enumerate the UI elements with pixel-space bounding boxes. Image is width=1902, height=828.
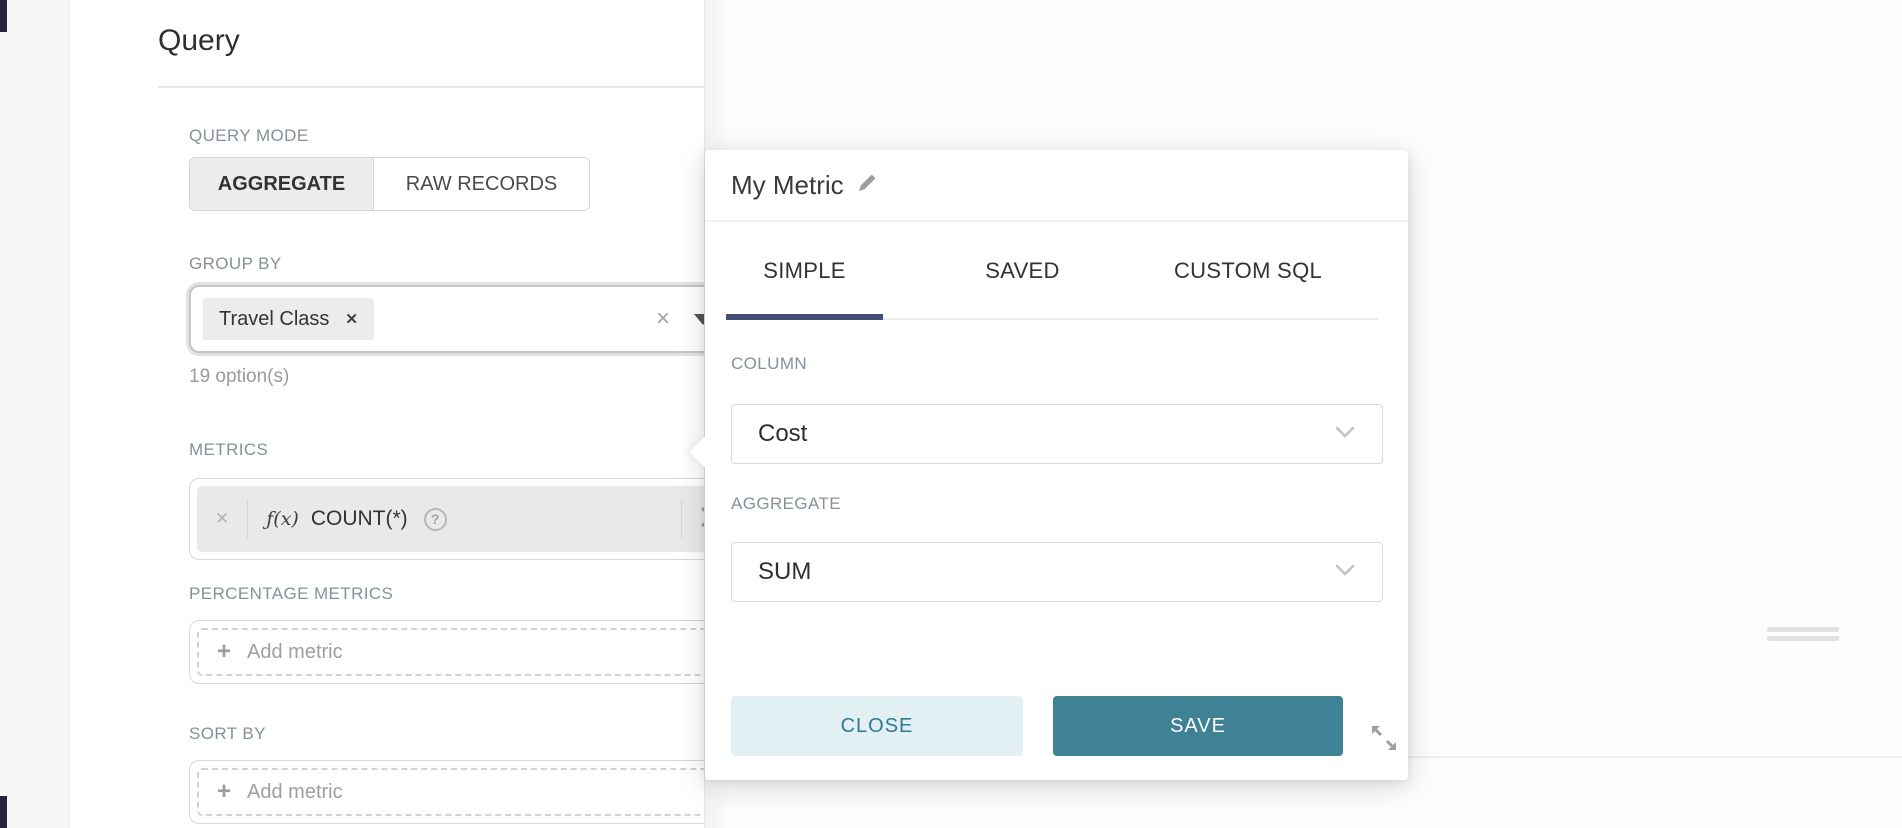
tab-simple[interactable]: SIMPLE [763,258,846,283]
metric-pill[interactable]: ✕ ƒ(x) COUNT(*) ? [197,486,730,552]
section-divider [158,86,738,88]
panel-edge-dark-top [0,0,7,32]
aggregate-mode-button[interactable]: AGGREGATE [190,158,374,210]
aggregate-select[interactable]: SUM [731,542,1383,602]
pill-divider [247,498,249,540]
percentage-metrics-label: PERCENTAGE METRICS [189,584,394,603]
query-section-title: Query [158,24,240,57]
add-metric-placeholder: Add metric [247,640,343,663]
add-metric-placeholder: Add metric [247,780,343,803]
plus-icon: + [217,778,232,805]
group-by-tag[interactable]: Travel Class ✕ [203,298,374,340]
function-icon: ƒ(x) [266,508,299,530]
caret-down-icon[interactable] [694,313,712,325]
help-icon: ? [423,507,447,531]
metrics-field: ✕ ƒ(x) COUNT(*) ? [189,478,738,560]
column-label: COLUMN [731,354,808,373]
add-sort-metric-dropzone[interactable]: + Add metric [197,768,730,816]
group-by-select[interactable]: Travel Class ✕ × [189,285,738,353]
raw-records-mode-button[interactable]: RAW RECORDS [374,158,589,210]
tag-remove-icon[interactable]: ✕ [345,311,358,328]
edit-title-pencil-icon[interactable] [856,172,878,199]
metric-name: COUNT(*) [310,507,408,530]
resize-popover-handle[interactable] [1368,722,1400,754]
metric-edit-popover: My Metric SIMPLE SAVED CUSTOM SQL COLUMN… [689,150,1408,780]
query-mode-label: QUERY MODE [189,126,309,145]
left-gutter [0,0,70,828]
sort-by-label: SORT BY [189,724,266,743]
column-select[interactable]: Cost [731,404,1383,464]
metric-title: My Metric [731,169,844,200]
plus-icon: + [217,638,232,665]
metrics-label: METRICS [189,440,269,459]
active-tab-indicator [726,314,883,320]
percentage-metrics-field: + Add metric [189,620,738,684]
chevron-down-icon [1334,425,1356,444]
group-by-tag-label: Travel Class [219,307,330,330]
group-by-label: GROUP BY [189,254,282,273]
tabs-bottom-border [726,318,1378,320]
metric-remove-icon[interactable]: ✕ [215,509,230,528]
column-select-value: Cost [758,420,808,447]
aggregate-label: AGGREGATE [731,494,842,513]
panel-edge-dark-bottom [0,796,7,828]
chevron-down-icon [1334,563,1356,582]
tab-custom-sql[interactable]: CUSTOM SQL [1173,258,1323,283]
query-mode-toggle: AGGREGATE RAW RECORDS [189,157,590,211]
close-button[interactable]: CLOSE [731,696,1023,756]
clear-all-icon[interactable]: × [655,305,670,332]
options-count-hint: 19 option(s) [189,366,290,387]
sort-by-field: + Add metric [189,760,738,824]
query-control-panel: Query QUERY MODE AGGREGATE RAW RECORDS G… [70,0,740,828]
aggregate-select-value: SUM [758,558,812,585]
panel-resize-drag-handle[interactable] [1767,627,1839,645]
popover-tabs: SIMPLE SAVED CUSTOM SQL [705,222,1408,320]
popover-header: My Metric [705,150,1408,222]
pill-divider [681,498,682,540]
diagonal-resize-icon [1368,726,1400,758]
add-percentage-metric-dropzone[interactable]: + Add metric [197,628,730,676]
tab-saved[interactable]: SAVED [985,258,1060,283]
save-button[interactable]: SAVE [1053,696,1343,756]
